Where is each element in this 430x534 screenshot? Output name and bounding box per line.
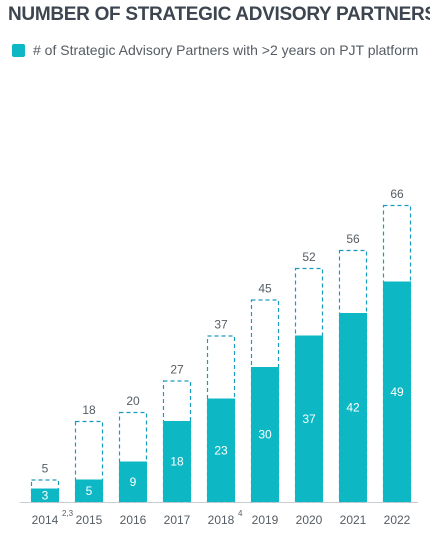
filled-value-label: 30 (258, 428, 272, 442)
filled-value-label: 9 (130, 475, 137, 489)
category-label: 2017 (164, 513, 191, 527)
category-label: 2022 (384, 513, 411, 527)
category-footnote: 4 (238, 509, 243, 518)
category-label: 2018 (208, 513, 235, 527)
filled-bar (163, 421, 191, 502)
filled-value-label: 42 (346, 401, 360, 415)
filled-value-label: 3 (42, 488, 49, 502)
category-label: 2014 (32, 513, 59, 527)
total-value-label: 27 (170, 363, 184, 377)
filled-value-label: 5 (86, 484, 93, 498)
filled-bar (119, 461, 147, 502)
total-value-label: 5 (42, 462, 49, 476)
filled-bar (295, 335, 323, 502)
chart-legend: # of Strategic Advisory Partners with >2… (12, 42, 418, 58)
total-value-label: 66 (390, 187, 404, 201)
filled-value-label: 37 (302, 412, 316, 426)
category-label: 2020 (296, 513, 323, 527)
filled-bar (251, 367, 279, 502)
filled-value-label: 49 (390, 385, 404, 399)
chart-title-text: NUMBER OF STRATEGIC ADVISORY PARTNERS (8, 4, 430, 25)
total-value-label: 52 (302, 250, 316, 264)
filled-bar (207, 398, 235, 502)
filled-value-label: 18 (170, 455, 184, 469)
total-value-label: 45 (258, 282, 272, 296)
category-label: 2015 (76, 513, 103, 527)
filled-bar (383, 281, 411, 502)
filled-value-label: 23 (214, 443, 228, 457)
filled-bar (75, 479, 103, 502)
legend-label: # of Strategic Advisory Partners with >2… (33, 42, 419, 58)
filled-bar (31, 488, 59, 502)
category-label: 2021 (340, 513, 367, 527)
category-label: 2016 (120, 513, 147, 527)
total-value-label: 18 (82, 403, 96, 417)
total-value-label: 37 (214, 318, 228, 332)
category-label: 2019 (252, 513, 279, 527)
legend-swatch (12, 43, 25, 57)
total-value-label: 56 (346, 232, 360, 246)
chart-title: NUMBER OF STRATEGIC ADVISORY PARTNERS1 (8, 4, 430, 26)
category-footnote: 2,3 (62, 509, 74, 518)
total-value-label: 20 (126, 394, 140, 408)
filled-bar (339, 313, 367, 502)
